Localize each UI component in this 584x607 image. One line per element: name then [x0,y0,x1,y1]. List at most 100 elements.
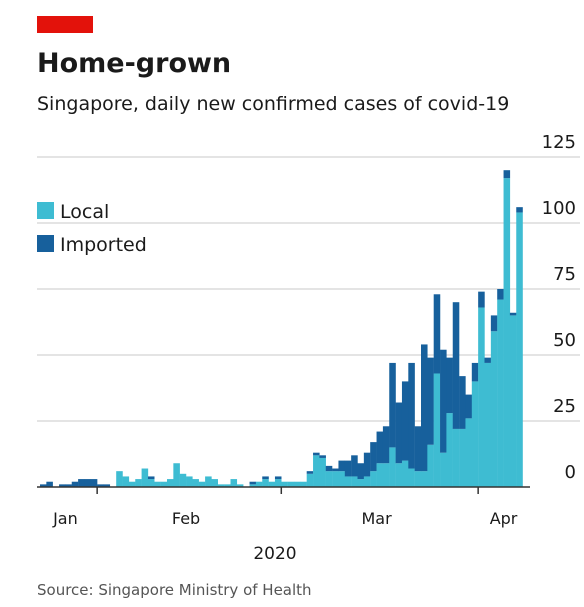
bar [363,452,371,477]
bar [471,362,479,382]
bar [484,357,492,363]
bar [224,484,231,487]
bar [141,468,149,487]
bar [332,468,339,472]
bar [122,476,130,487]
bar [370,471,377,487]
bar [427,444,434,487]
bar [319,455,326,458]
bar [376,431,384,464]
bar [84,479,91,487]
bar [459,376,466,429]
x-axis-label: 2020 [253,544,296,564]
chart-title: Home-grown [37,48,231,79]
bar [325,471,333,487]
bar [211,479,218,487]
bar [306,471,314,474]
bar [509,312,517,316]
bar [490,331,498,487]
bar [446,413,453,487]
bar [306,473,314,487]
bar [338,460,345,472]
bar [160,481,168,487]
bar [192,479,199,487]
bar [262,479,269,487]
y-tick-label: 0 [565,462,576,483]
bar [465,394,472,419]
bar [401,381,409,461]
bar [357,479,365,487]
legend-swatch [37,202,54,219]
bar [154,481,161,487]
bar [116,471,123,487]
bar [281,481,288,487]
bar [97,484,104,487]
bar [389,362,396,448]
bar [128,481,136,487]
bar [484,362,492,487]
bar [103,484,111,487]
bar [452,428,460,487]
bar [408,362,415,469]
bar [421,471,428,487]
x-tick-label: Apr [490,509,518,528]
bar [274,479,282,487]
bar [268,481,276,487]
bar [78,479,85,487]
bar [249,481,257,485]
bar [421,344,428,472]
bar [319,457,326,487]
bar [46,481,53,487]
bar [433,294,441,374]
bar [382,463,390,487]
bar [205,476,212,487]
source: Source: Singapore Ministry of Health [37,581,312,599]
bar [357,463,365,480]
bar [471,381,479,487]
bar [294,481,301,487]
bar [287,481,295,487]
bar [382,426,390,464]
x-tick-label: Jan [52,509,78,528]
bar [440,349,447,453]
bar [274,476,282,480]
x-tick-label: Feb [172,509,200,528]
bar [236,484,244,487]
bar [452,302,460,429]
bar [230,479,238,487]
legend-label: Imported [60,234,147,256]
bar [389,447,396,487]
bar [414,471,422,487]
bar [465,418,472,487]
bar [40,484,47,487]
bar [503,170,511,179]
chart-subtitle: Singapore, daily new confirmed cases of … [37,93,509,115]
bar [313,452,320,456]
bar [135,479,142,487]
bar [325,465,333,472]
bar [71,481,79,487]
legend-label: Local [60,201,109,223]
bar [516,212,523,487]
bar [313,455,320,487]
bar [332,471,339,487]
bar [147,476,155,480]
bar [376,463,384,487]
bar [363,476,371,487]
bar [370,442,377,472]
bar [395,402,403,464]
y-tick-label: 25 [553,396,576,417]
bar [147,479,155,487]
bar [198,481,206,487]
brand-bar [37,16,93,33]
bar [516,207,523,213]
bar [497,289,504,300]
bar [414,426,422,472]
bar [509,315,517,487]
bar [262,476,269,480]
y-tick-label: 50 [553,330,576,351]
bar [408,468,415,487]
bar [401,460,409,487]
bar [173,463,180,487]
